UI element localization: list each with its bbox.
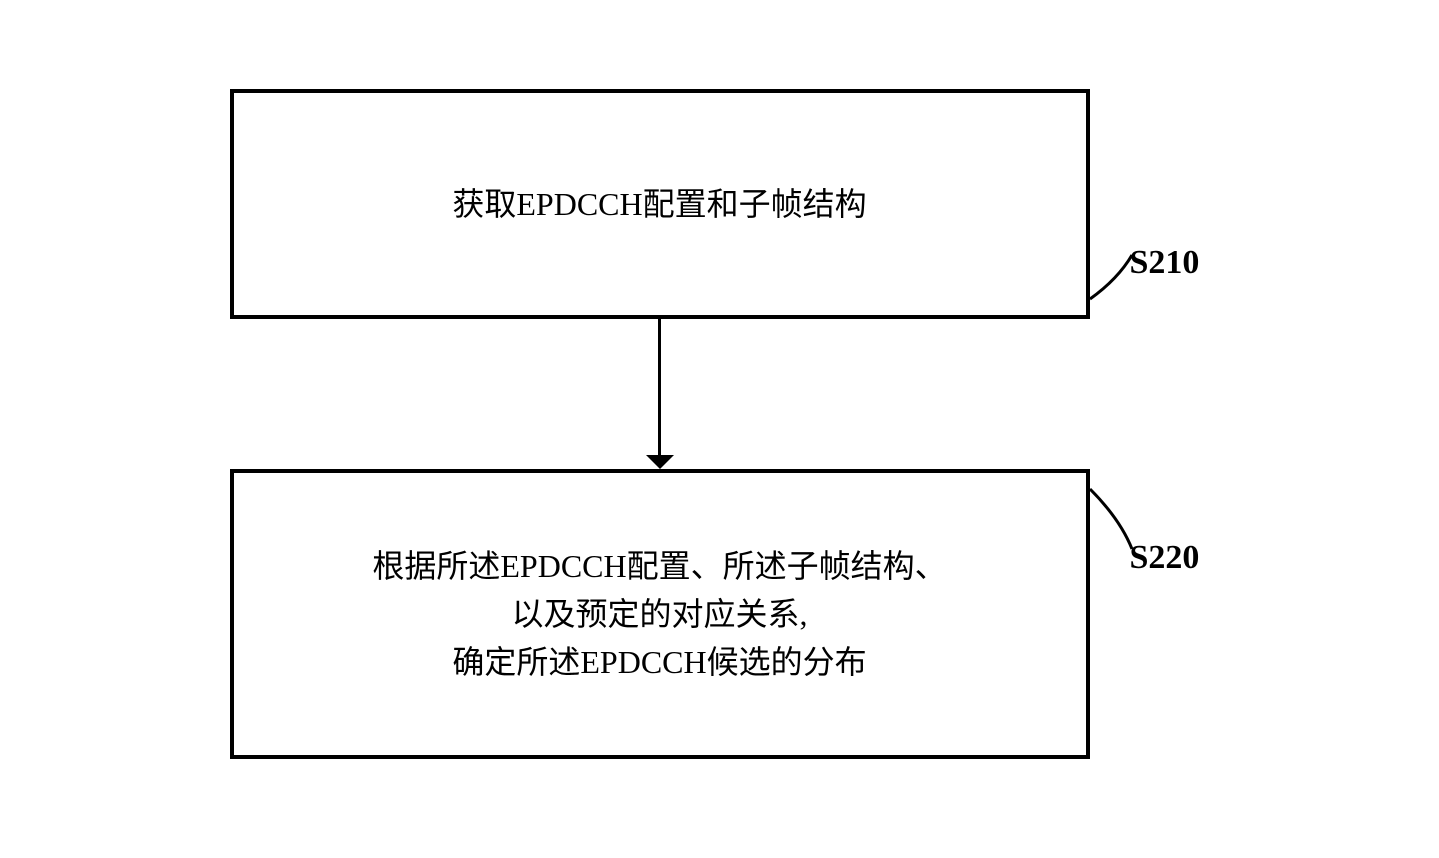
- box-1-text: 获取EPDCCH配置和子帧结构: [452, 180, 866, 228]
- flow-arrow-head: [646, 455, 674, 469]
- flowchart-box-1: 获取EPDCCH配置和子帧结构: [230, 89, 1090, 319]
- flowchart-box-2: 根据所述EPDCCH配置、所述子帧结构、 以及预定的对应关系, 确定所述EPDC…: [230, 469, 1090, 759]
- box-2-text-line-1: 根据所述EPDCCH配置、所述子帧结构、: [372, 542, 946, 590]
- flowchart-container: 获取EPDCCH配置和子帧结构 S210 根据所述EPDCCH配置、所述子帧结构…: [170, 69, 1270, 789]
- box-2-text-line-2: 以及预定的对应关系,: [511, 590, 807, 638]
- label-connector-1: [1085, 250, 1165, 335]
- label-connector-2: [1085, 484, 1165, 589]
- box-2-text-line-3: 确定所述EPDCCH候选的分布: [452, 638, 866, 686]
- flow-arrow-line: [658, 319, 661, 455]
